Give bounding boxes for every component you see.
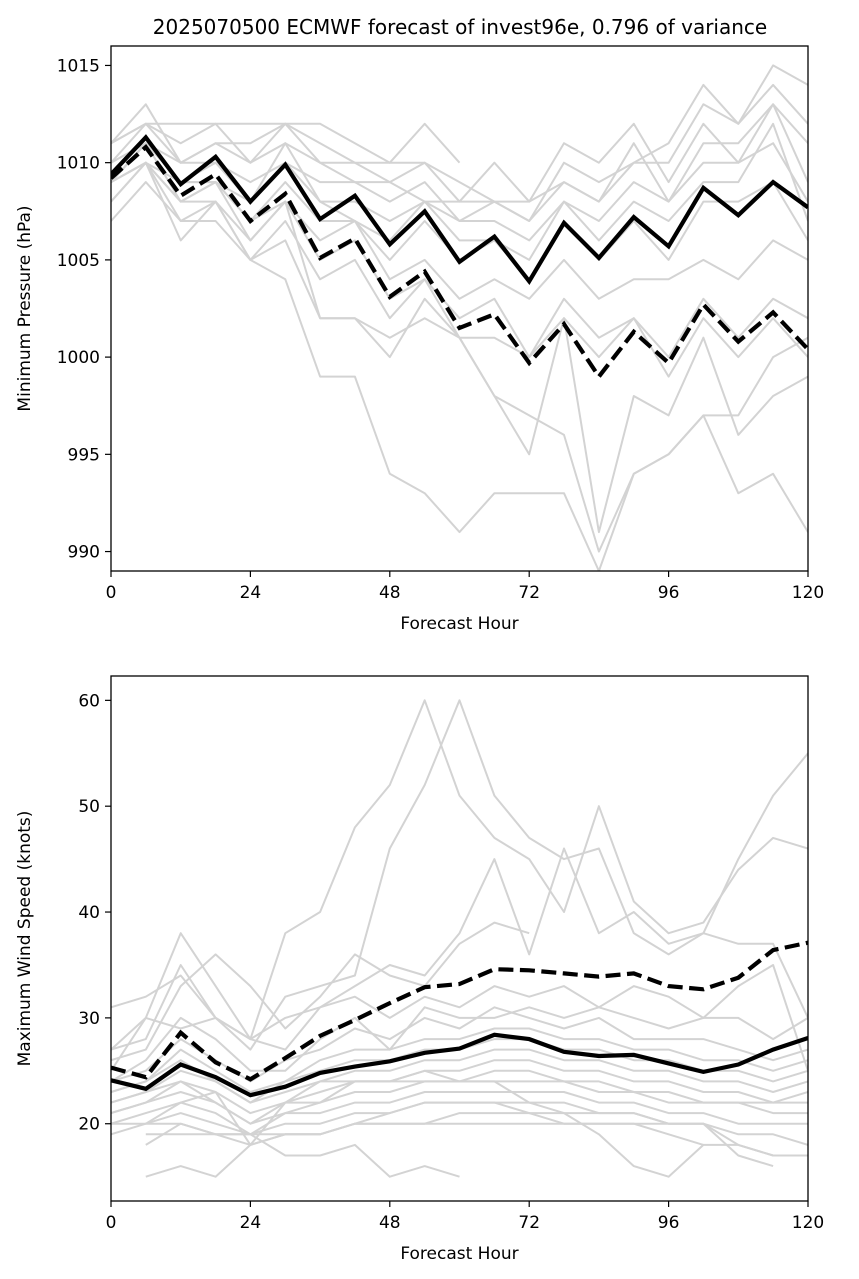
wind-member-line-17 — [145, 1122, 460, 1178]
chart-title: 2025070500 ECMWF forecast of invest96e, … — [153, 15, 767, 39]
pressure-x-tick-label: 0 — [106, 583, 117, 603]
wind-x-tick-label: 0 — [106, 1213, 117, 1233]
pressure-y-axis-label: Minimum Pressure (hPa) — [15, 205, 35, 411]
pressure-member-line-6 — [111, 122, 808, 261]
wind-y-tick-label: 50 — [78, 797, 100, 817]
wind-solid-line — [111, 1032, 808, 1098]
wind-panel: 0 24 48 72 96 120 20 30 40 50 60 Forecast Hour Maxim… — [15, 675, 824, 1264]
wind-member-line-5 — [111, 1006, 808, 1083]
wind-x-tick-label: 48 — [379, 1213, 401, 1233]
wind-member-line-0 — [111, 699, 808, 1051]
pressure-y-tick-label: 1010 — [57, 154, 100, 174]
pressure-plot-area — [111, 64, 808, 571]
wind-x-tick-label: 24 — [240, 1213, 262, 1233]
wind-member-line-15 — [111, 1112, 808, 1157]
wind-x-axis-label: Forecast Hour — [400, 1244, 518, 1264]
wind-y-tick-label: 30 — [78, 1009, 100, 1029]
pressure-x-tick-label: 72 — [518, 583, 540, 603]
wind-plot-area — [111, 699, 808, 1178]
pressure-x-tick-label: 48 — [379, 583, 401, 603]
wind-y-axis-label: Maximum Wind Speed (knots) — [15, 811, 35, 1067]
pressure-y-tick-label: 990 — [68, 543, 100, 563]
wind-member-line-13 — [111, 1091, 808, 1136]
wind-member-line-7 — [111, 1027, 808, 1093]
pressure-solid-line — [111, 134, 808, 286]
wind-member-line-1 — [111, 699, 808, 1051]
pressure-y-tick-label: 1015 — [57, 56, 100, 76]
pressure-member-line-8 — [111, 142, 808, 300]
pressure-dashed-line — [111, 143, 808, 381]
pressure-member-line-3 — [111, 103, 808, 203]
pressure-y-tick-label: 995 — [68, 445, 100, 465]
pressure-panel: 0 24 48 72 96 120 990 995 1000 1005 1010 1015 Foreca… — [15, 45, 824, 634]
pressure-y-tick-label: 1005 — [57, 251, 100, 271]
pressure-y-tick-label: 1000 — [57, 348, 100, 368]
wind-dashed-line — [111, 940, 808, 1082]
pressure-x-tick-label: 120 — [792, 583, 824, 603]
wind-x-tick-label: 72 — [518, 1213, 540, 1233]
pressure-member-line-1 — [111, 64, 808, 203]
wind-member-line-4 — [111, 964, 808, 1072]
wind-y-tick-label: 40 — [78, 903, 100, 923]
wind-member-line-19 — [145, 1080, 774, 1168]
wind-y-tick-label: 60 — [78, 691, 100, 711]
pressure-member-line-13 — [111, 161, 808, 571]
wind-axes-frame — [110, 675, 809, 1202]
wind-member-line-3 — [111, 921, 530, 1062]
wind-y-tick-label: 20 — [78, 1115, 100, 1135]
wind-member-line-10 — [111, 1059, 808, 1115]
pressure-x-tick-label: 24 — [240, 583, 262, 603]
pressure-axes-frame — [110, 45, 809, 572]
pressure-member-line-5 — [111, 142, 808, 242]
wind-x-tick-label: 120 — [792, 1213, 824, 1233]
wind-x-tick-label: 96 — [658, 1213, 680, 1233]
pressure-x-axis-label: Forecast Hour — [400, 614, 518, 634]
pressure-member-line-9 — [111, 142, 808, 359]
pressure-x-tick-label: 96 — [658, 583, 680, 603]
wind-member-line-18 — [145, 1101, 705, 1178]
wind-member-line-9 — [111, 1048, 808, 1104]
